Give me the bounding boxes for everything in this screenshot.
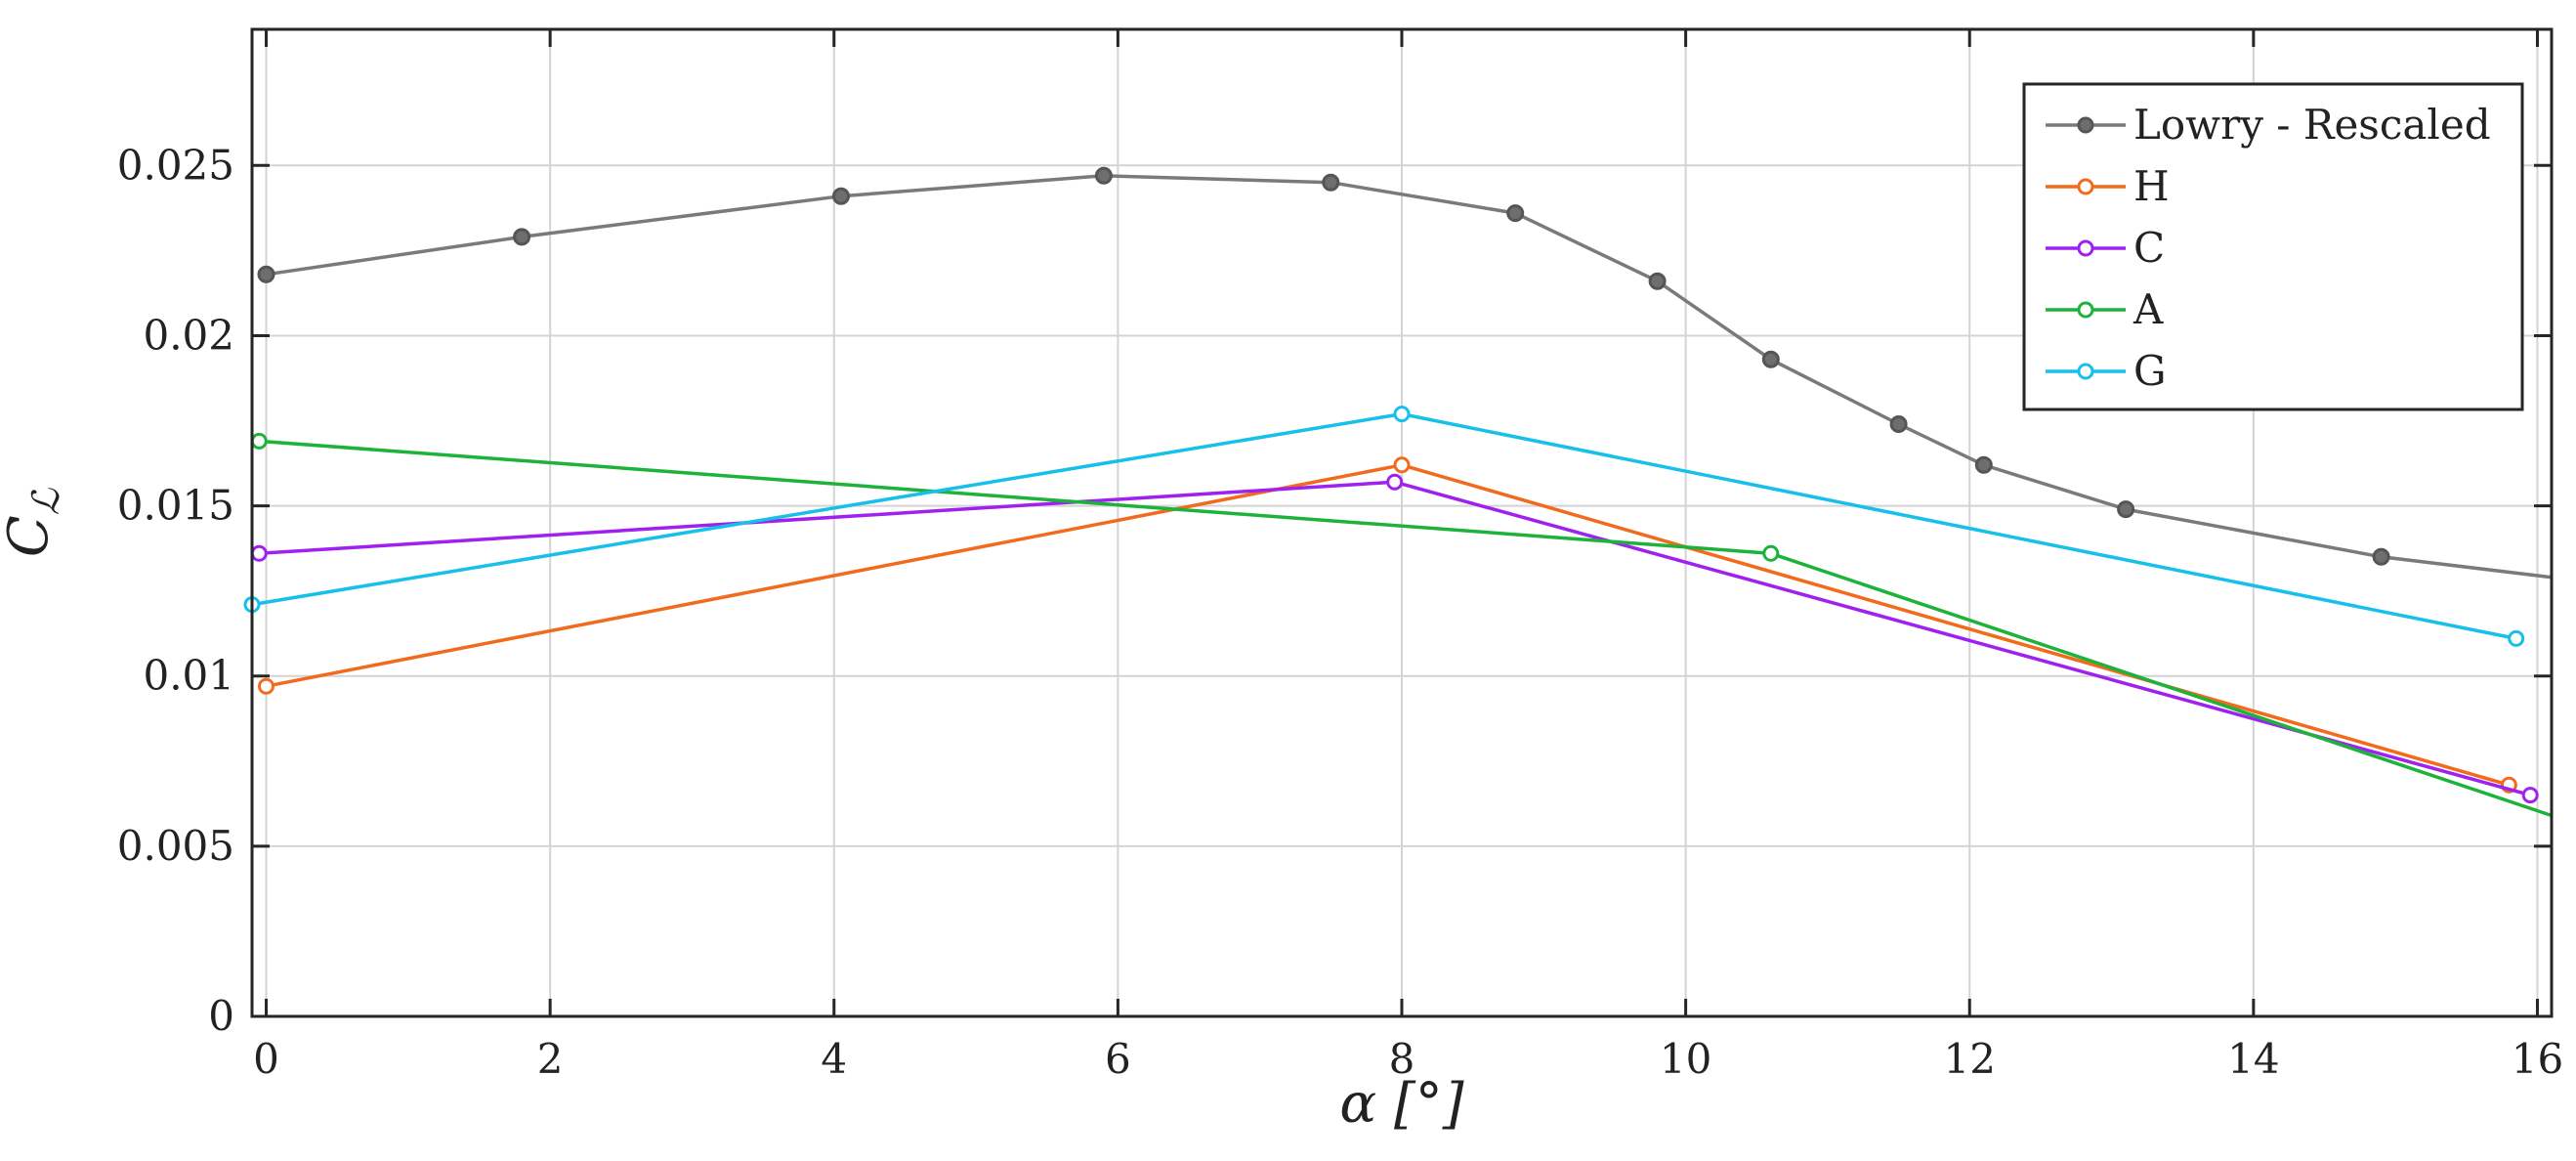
- data-point: [1386, 473, 1404, 491]
- legend-item: C: [2046, 224, 2165, 272]
- x-axis-label: α [°]: [1339, 1072, 1463, 1136]
- data-point: [1762, 544, 1780, 562]
- data-point: [513, 228, 531, 246]
- legend-swatch-marker: [2077, 301, 2094, 319]
- series-lowry-rescaled: [257, 166, 2553, 580]
- x-tick-label: 4: [821, 1035, 847, 1083]
- x-tick-label: 2: [537, 1035, 564, 1083]
- series-c: [250, 473, 2539, 804]
- legend-swatch-marker: [2077, 239, 2094, 257]
- legend-item: A: [2046, 285, 2164, 333]
- data-point: [1393, 456, 1411, 474]
- data-point: [1974, 455, 1993, 474]
- legend-label: C: [2133, 224, 2165, 272]
- data-point: [832, 187, 850, 205]
- legend-label: Lowry - Rescaled: [2133, 101, 2491, 149]
- x-tick-label: 0: [253, 1035, 279, 1083]
- x-tick-label: 6: [1105, 1035, 1131, 1083]
- x-tick-label: 14: [2227, 1035, 2279, 1083]
- data-point: [2372, 547, 2390, 566]
- y-axis-label-subscript: ℒ: [24, 487, 67, 515]
- data-point: [1094, 166, 1113, 185]
- legend-box: [2022, 82, 2524, 411]
- data-point: [1889, 415, 1908, 433]
- data-point: [250, 432, 268, 450]
- legend-swatch-marker: [2077, 116, 2094, 134]
- y-tick-label: 0.025: [117, 141, 234, 189]
- x-tick-label: 8: [1389, 1035, 1415, 1083]
- legend-label: A: [2133, 285, 2164, 333]
- data-point: [1761, 350, 1780, 368]
- legend-label: H: [2133, 162, 2170, 210]
- plot-series: [243, 166, 2553, 818]
- data-point: [2521, 787, 2539, 804]
- data-point: [1648, 272, 1667, 290]
- legend-swatch-marker: [2077, 363, 2094, 380]
- data-point: [250, 544, 268, 562]
- legend-item: G: [2046, 347, 2167, 395]
- legend-label: G: [2133, 347, 2167, 395]
- legend-item: H: [2046, 162, 2170, 210]
- data-point: [1322, 173, 1340, 192]
- y-tick-label: 0.02: [143, 311, 234, 359]
- y-axis-label: Cℒ: [0, 487, 67, 557]
- y-axis-label-main: C: [0, 515, 61, 557]
- y-tick-label: 0.005: [117, 822, 234, 870]
- x-tick-label: 12: [1944, 1035, 1996, 1083]
- legend-swatch-marker: [2077, 178, 2094, 195]
- y-tick-label: 0.015: [117, 482, 234, 530]
- data-point: [2117, 500, 2135, 519]
- data-point: [2508, 629, 2525, 647]
- data-point: [257, 265, 275, 283]
- x-tick-label: 16: [2512, 1035, 2563, 1083]
- legend-item: Lowry - Rescaled: [2046, 101, 2491, 149]
- y-tick-label: 0: [208, 992, 234, 1040]
- y-tick-label: 0.01: [143, 652, 234, 700]
- data-point: [258, 677, 274, 695]
- data-point: [1393, 406, 1411, 423]
- x-tick-label: 10: [1660, 1035, 1711, 1083]
- data-point: [1506, 204, 1525, 223]
- axis-ticks: 0 2 4 6 8 10 12 14 16 0 0.005 0.01 0.015 0.02 0.025: [117, 29, 2563, 1083]
